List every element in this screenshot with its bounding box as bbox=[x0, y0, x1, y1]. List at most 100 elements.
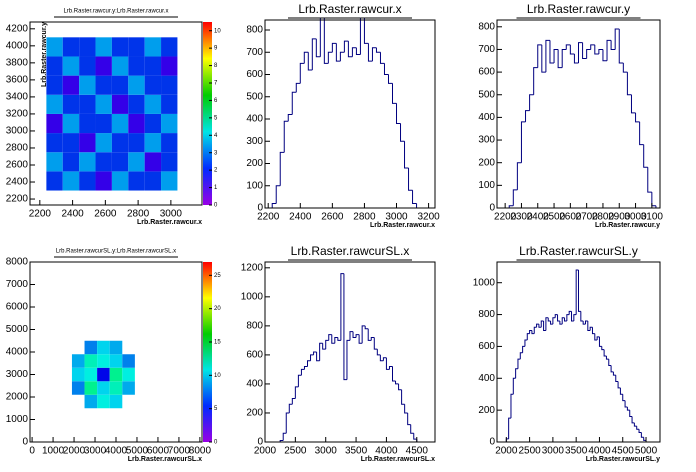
y-tick-label: 800 bbox=[246, 321, 263, 332]
x-tick-label: 2200 bbox=[257, 212, 280, 223]
y-tick-label: 0 bbox=[257, 203, 263, 214]
histogram-bin bbox=[638, 429, 642, 433]
y-tick-label: 600 bbox=[478, 67, 495, 78]
frame-border bbox=[264, 261, 436, 443]
y-tick-label: 500 bbox=[246, 91, 263, 102]
x-tick-label: 4000 bbox=[375, 446, 398, 457]
x-tick-label: 0 bbox=[29, 446, 35, 457]
histogram-bin bbox=[508, 417, 511, 439]
histogram-bin bbox=[371, 47, 377, 62]
z-tick-label: 3 bbox=[214, 150, 218, 156]
histogram-bin bbox=[630, 94, 636, 114]
histogram-bin bbox=[547, 317, 551, 322]
histogram-bin bbox=[643, 437, 647, 441]
histogram-bin bbox=[339, 51, 345, 62]
x-tick-label: 3000 bbox=[315, 446, 338, 457]
heatmap-cell bbox=[161, 37, 178, 57]
histogram-bin bbox=[322, 343, 326, 350]
y-tick-label: 2600 bbox=[6, 160, 29, 171]
x-tick-label: 6000 bbox=[147, 446, 170, 457]
heatmap-cell bbox=[111, 113, 129, 134]
title-box bbox=[516, 244, 641, 260]
histogram-bin bbox=[575, 269, 579, 315]
histogram-bin bbox=[407, 412, 411, 426]
y-tick-label: 800 bbox=[478, 21, 495, 32]
y-axis-label: Lrb.Raster.rawcur.y bbox=[41, 22, 48, 87]
heatmap-cell bbox=[111, 94, 129, 114]
y-tick-label: 4000 bbox=[6, 40, 29, 51]
x-tick-label: 4500 bbox=[612, 446, 635, 457]
x-tick-label: 3000 bbox=[624, 212, 647, 223]
histogram-bin bbox=[323, 14, 329, 64]
histogram-bin bbox=[337, 337, 341, 341]
x-tick-label: 2500 bbox=[518, 446, 541, 457]
histogram-bin bbox=[288, 403, 293, 413]
y-tick-label: 100 bbox=[246, 180, 263, 191]
histogram-bin bbox=[392, 366, 396, 382]
histogram-bin bbox=[586, 48, 591, 59]
histogram-bin bbox=[355, 47, 361, 55]
histogram-bin bbox=[347, 41, 353, 58]
heatmap-cell bbox=[79, 152, 96, 172]
histogram-bin bbox=[536, 323, 539, 328]
histogram-bin bbox=[355, 334, 360, 338]
y-tick-label: 400 bbox=[478, 112, 495, 123]
histogram-bin bbox=[367, 328, 372, 341]
x-tick-label: 2500 bbox=[543, 212, 566, 223]
histogram-bin bbox=[299, 62, 305, 84]
histogram-bin bbox=[582, 320, 586, 325]
x-tick-label: 2600 bbox=[559, 212, 582, 223]
x-axis-label: Lrb.Raster.rawcurSL.y bbox=[586, 456, 660, 463]
x-tick-label: 2900 bbox=[608, 212, 631, 223]
heatmap-cell bbox=[161, 133, 178, 153]
y-tick-label: 200 bbox=[246, 158, 263, 169]
histogram-bin bbox=[602, 49, 608, 62]
heatmap-cell bbox=[144, 56, 162, 76]
heatmap-cell bbox=[79, 171, 96, 191]
histogram-bin bbox=[603, 349, 607, 357]
y-tick-label: 3200 bbox=[6, 109, 29, 120]
heatmap-cell bbox=[46, 152, 63, 172]
histogram-bin bbox=[315, 38, 321, 58]
histogram-bin bbox=[622, 394, 626, 402]
frame-border bbox=[496, 261, 661, 443]
heatmap-cell bbox=[46, 75, 63, 95]
y-tick-label: 3000 bbox=[6, 126, 29, 137]
x-tick-label: 4000 bbox=[105, 446, 128, 457]
chart-title: Lrb.Raster.rawcur.y bbox=[527, 2, 630, 16]
x-tick-label: 2800 bbox=[127, 209, 150, 220]
histogram-bin bbox=[291, 397, 296, 405]
histogram-bin bbox=[307, 52, 313, 71]
histogram-bin bbox=[327, 51, 333, 64]
histogram-bin bbox=[520, 121, 526, 163]
histogram-bin bbox=[516, 162, 522, 190]
histogram-bin bbox=[617, 381, 621, 389]
x-tick-label: 5000 bbox=[635, 446, 658, 457]
histogram-bin bbox=[328, 334, 332, 341]
y-tick-label: 700 bbox=[478, 44, 495, 55]
y-tick-label: 7000 bbox=[6, 279, 29, 290]
x-tick-label: 2000 bbox=[63, 446, 86, 457]
heatmap-cell bbox=[144, 133, 162, 153]
heatmap-cell bbox=[144, 171, 162, 191]
x-tick-label: 3200 bbox=[417, 212, 440, 223]
histogram-bin bbox=[531, 330, 535, 335]
histogram-bin bbox=[319, 342, 323, 361]
histogram-bin bbox=[297, 374, 302, 387]
histogram-bin bbox=[647, 167, 652, 193]
histogram-bin bbox=[331, 42, 337, 53]
heatmap-cell bbox=[79, 75, 96, 95]
histogram-bin bbox=[614, 28, 620, 50]
histogram-bin bbox=[316, 352, 320, 362]
heatmap-cell bbox=[161, 56, 178, 76]
histogram-bin bbox=[279, 151, 285, 186]
y-tick-label: 100 bbox=[478, 180, 495, 191]
histogram-bin bbox=[636, 426, 640, 430]
x-tick-label: 3100 bbox=[641, 212, 664, 223]
histogram-bin bbox=[282, 432, 287, 441]
histogram-bin bbox=[619, 387, 623, 395]
y-tick-label: 8000 bbox=[6, 257, 29, 268]
histogram-bin bbox=[364, 325, 369, 330]
histogram-bin bbox=[537, 44, 542, 68]
